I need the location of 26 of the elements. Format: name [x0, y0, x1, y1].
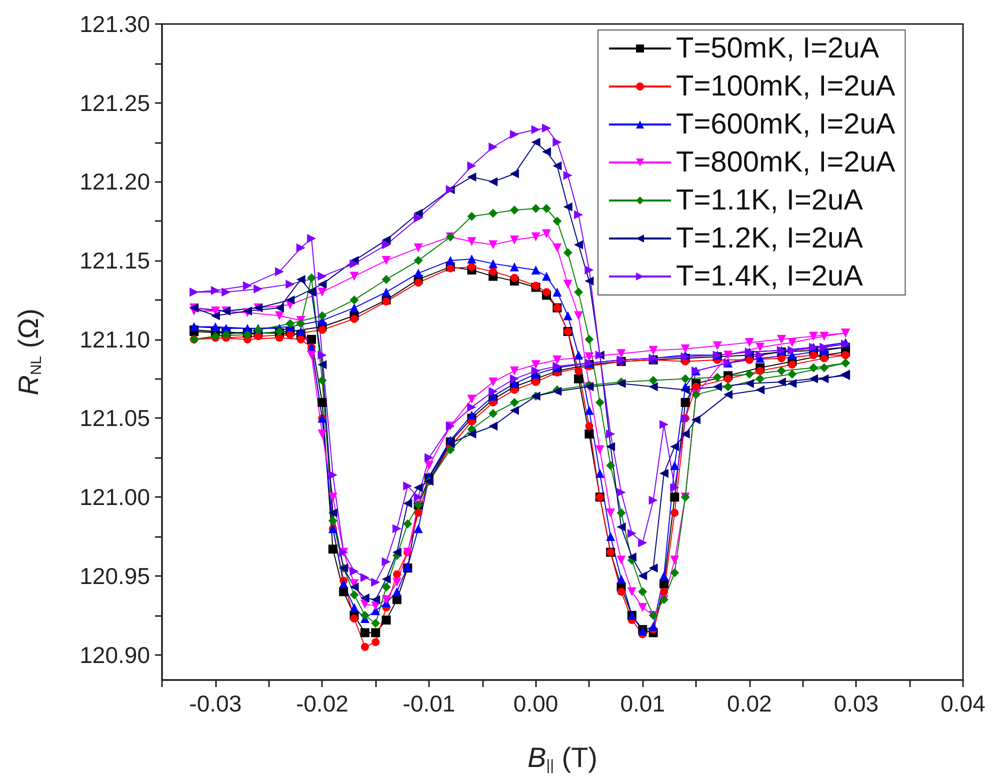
legend-label: T=50mK, I=2uA — [676, 32, 880, 64]
legend-label: T=1.4K, I=2uA — [676, 260, 864, 292]
y-tick-label: 120.95 — [80, 562, 150, 589]
x-tick-label: -0.02 — [296, 690, 348, 716]
x-tick-label: 0.00 — [513, 690, 558, 716]
y-tick-label: 121.30 — [80, 11, 150, 37]
legend-label: T=100mK, I=2uA — [676, 70, 896, 102]
x-tick-label: -0.03 — [189, 690, 242, 716]
x-tick-label: 0.03 — [834, 690, 879, 716]
legend-label: T=1.1K, I=2uA — [676, 184, 864, 216]
x-axis-title: B|| (T) — [527, 742, 598, 774]
y-axis-title: RNL (Ω) — [13, 308, 45, 396]
y-tick-label: 121.25 — [80, 90, 150, 116]
legend-label: T=600mK, I=2uA — [676, 108, 896, 140]
y-tick-label: 121.15 — [80, 248, 150, 274]
x-tick-label: 0.04 — [940, 690, 986, 716]
y-tick-label: 121.05 — [80, 405, 150, 432]
x-tick-label: 0.02 — [727, 690, 772, 716]
x-tick-label: 0.01 — [620, 690, 665, 716]
y-tick-label: 120.90 — [80, 642, 150, 668]
y-tick-label: 121.10 — [80, 326, 150, 352]
y-tick-label: 121.20 — [80, 168, 150, 195]
x-tick-label: -0.01 — [402, 690, 456, 716]
legend-label: T=1.2K, I=2uA — [676, 222, 864, 254]
y-tick-label: 121.00 — [80, 484, 150, 510]
legend-label: T=800mK, I=2uA — [676, 146, 896, 178]
